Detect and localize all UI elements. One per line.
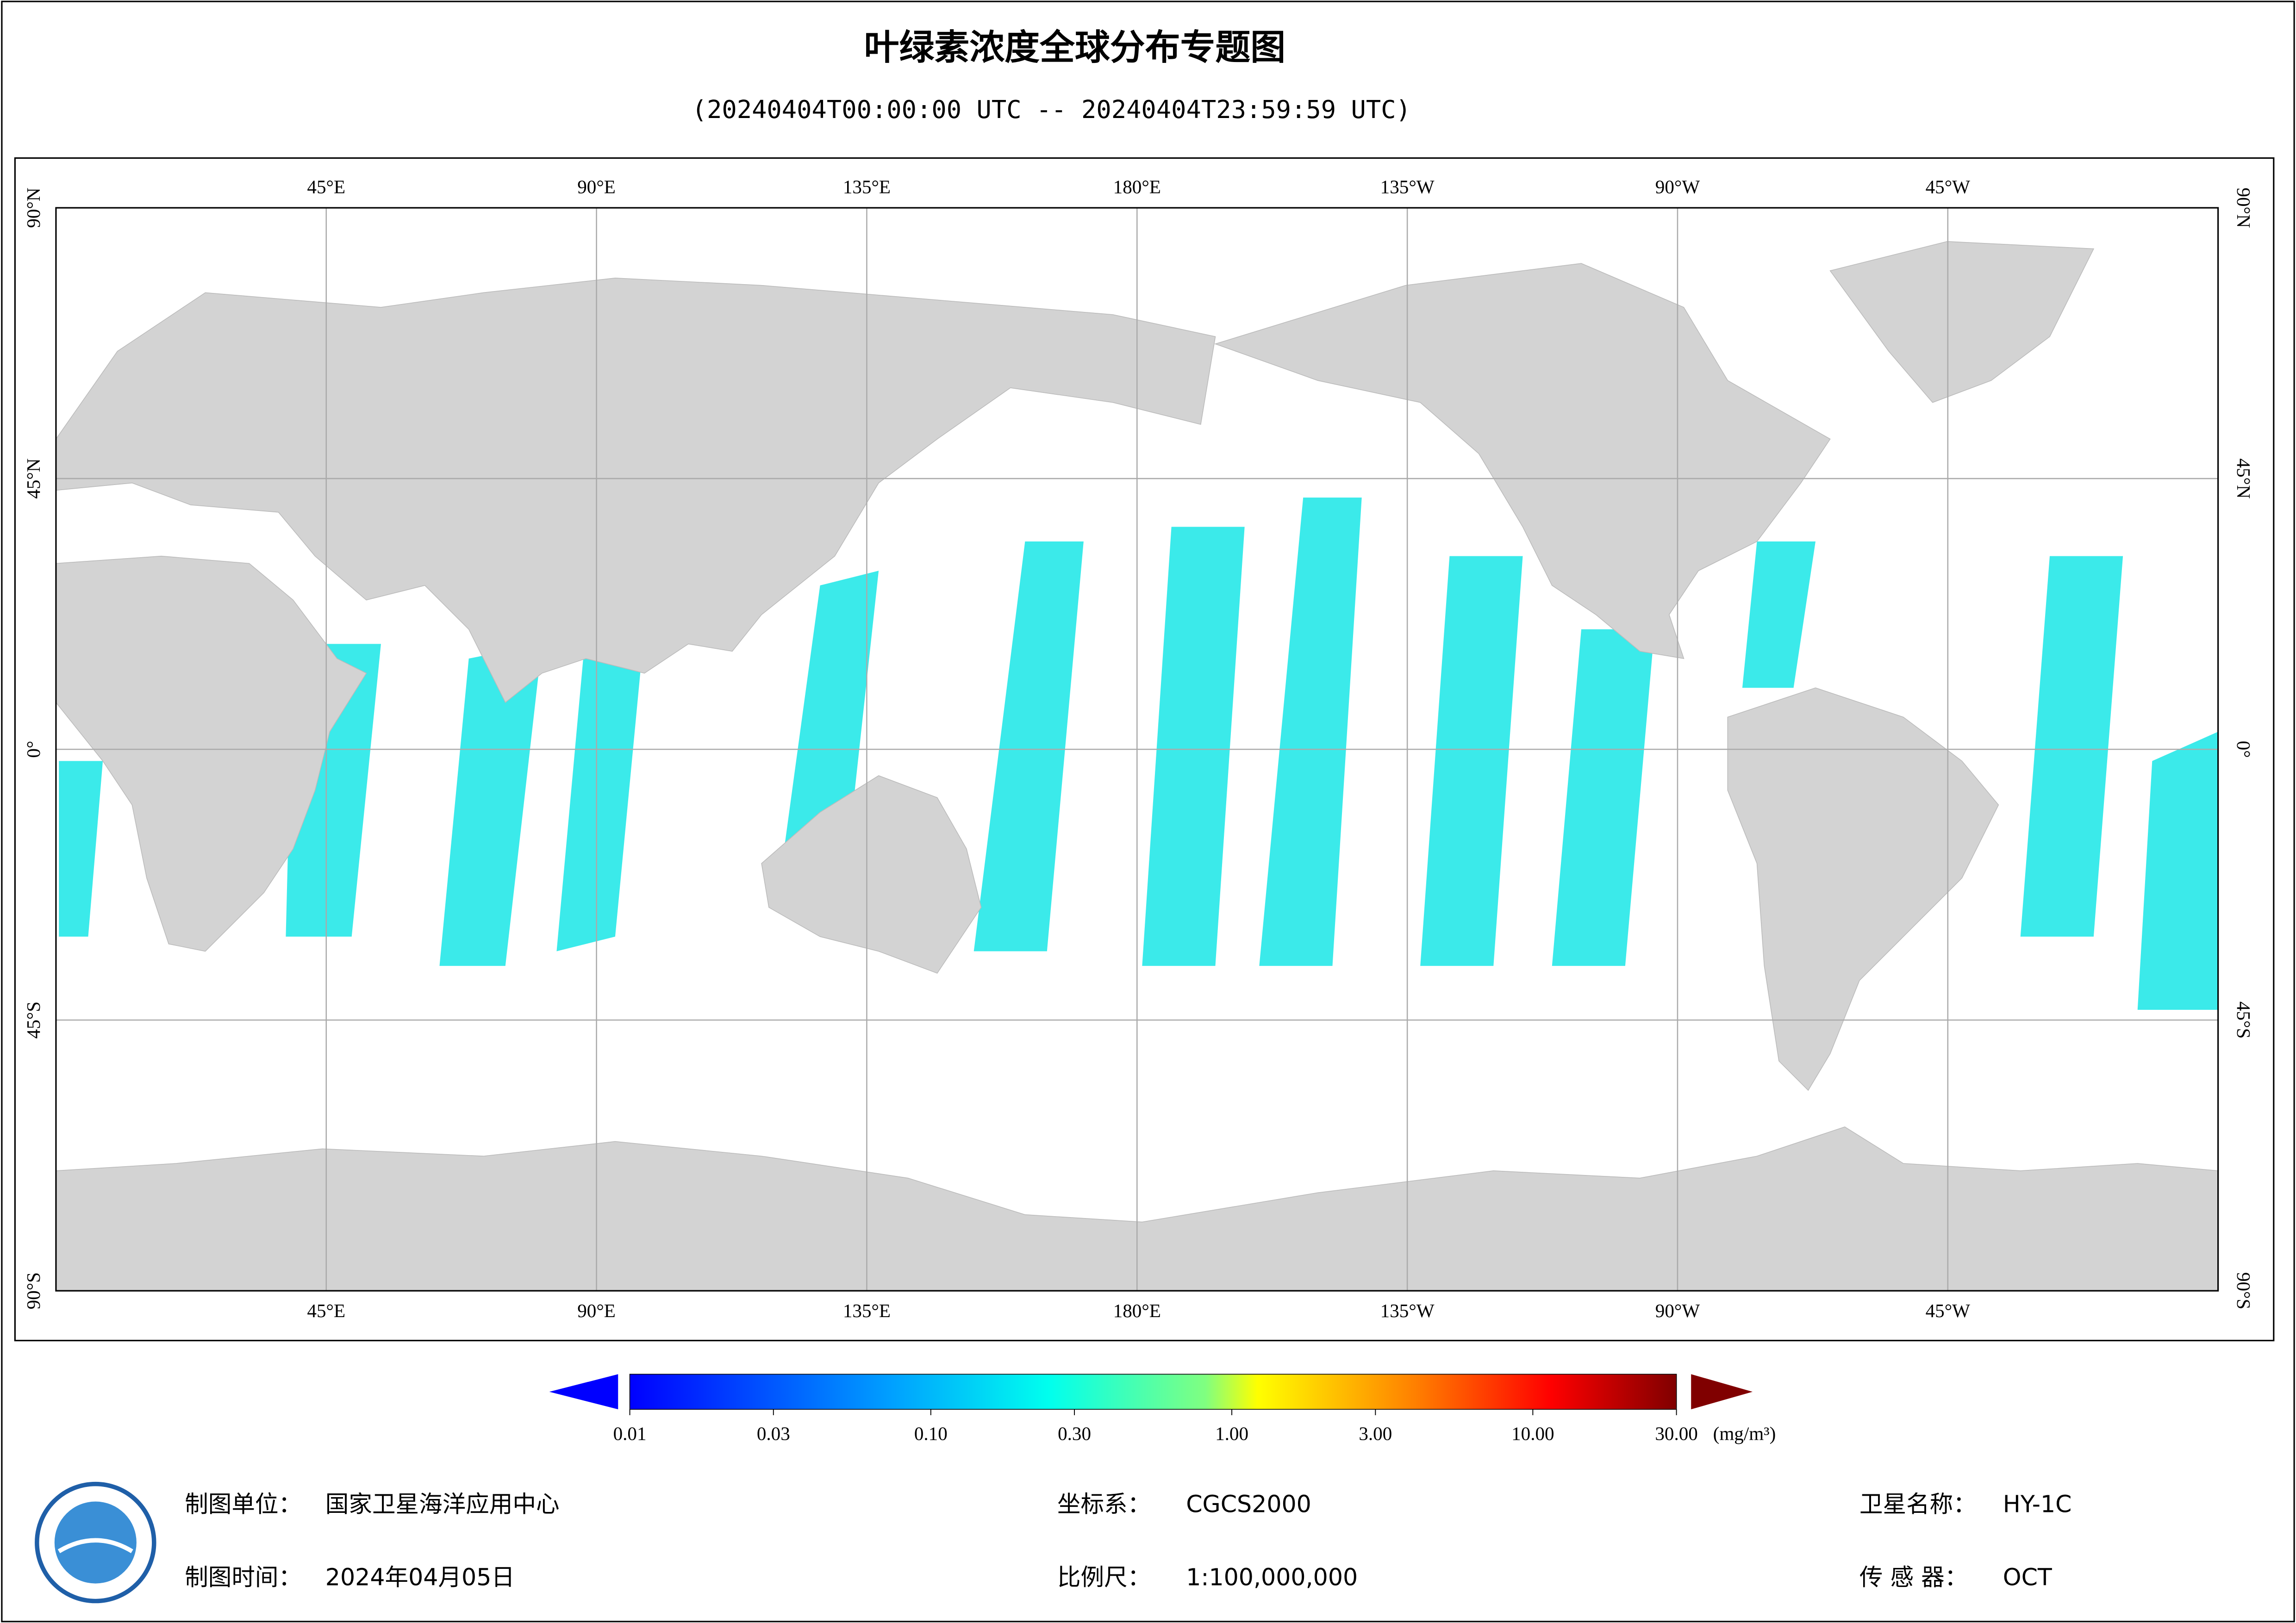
swath — [59, 761, 103, 937]
y-tick-label: 45°N — [2233, 458, 2254, 498]
colorbar-unit: (mg/m³) — [1713, 1423, 1776, 1445]
colorbar-tick-label: 30.00 — [1655, 1423, 1697, 1444]
footer-label: 坐标系： — [1057, 1491, 1151, 1518]
map-frame — [55, 207, 2219, 1292]
australia — [761, 775, 982, 974]
y-tick-label: 45°S — [23, 1001, 44, 1038]
colorbar: (mg/m³) 0.01 0.03 0.10 0.30 1.00 3.00 10.00 30.… — [549, 1374, 1776, 1445]
colorbar-tick-label: 1.00 — [1215, 1423, 1248, 1444]
footer-label: 制图时间： — [185, 1564, 302, 1591]
x-tick-label: 45°W — [1926, 176, 1971, 197]
x-tick-label: 90°W — [1655, 176, 1700, 197]
africa — [56, 555, 367, 952]
map: 45°E 45°E 90°E 90°E 135°E 135°E 180°E 180°E 135°… — [23, 176, 2254, 1321]
colorbar-tick-label: 0.30 — [1058, 1423, 1091, 1444]
swath — [973, 541, 1084, 951]
y-tick-label: 45°S — [2233, 1001, 2254, 1038]
map-frame-outer — [14, 157, 2275, 1342]
y-tick-label: 0° — [23, 741, 44, 758]
x-tick-label: 135°W — [1380, 1300, 1435, 1321]
title: 叶绿素浓度全球分布专题图 — [864, 27, 1286, 68]
colorbar-high-arrow — [1691, 1374, 1753, 1410]
x-tick-label: 90°E — [577, 176, 616, 197]
x-tick-label: 135°W — [1380, 176, 1435, 197]
footer-value: OCT — [2003, 1564, 2053, 1591]
footer-label: 卫星名称： — [1859, 1491, 1977, 1518]
x-tick-label: 180°E — [1113, 1300, 1161, 1321]
greenland — [1829, 241, 2095, 403]
colorbar-tick-label: 3.00 — [1359, 1423, 1392, 1444]
swath — [439, 644, 542, 966]
swath — [2137, 732, 2218, 1010]
footer-value: HY-1C — [2003, 1491, 2072, 1518]
x-tick-label: 45°E — [307, 1300, 345, 1321]
y-tick-label: 45°N — [23, 458, 44, 498]
x-tick-label: 135°E — [843, 1300, 891, 1321]
x-tick-label: 135°E — [843, 176, 891, 197]
colorbar-bar — [629, 1374, 1677, 1410]
eurasia — [56, 278, 1216, 703]
y-tick-label: 90°S — [23, 1272, 44, 1309]
swath — [1552, 629, 1655, 966]
swath — [2020, 556, 2123, 937]
graticule: 45°E 45°E 90°E 90°E 135°E 135°E 180°E 180°E 135°… — [23, 176, 2254, 1321]
swath — [776, 571, 879, 908]
x-tick-label: 90°E — [577, 1300, 616, 1321]
footer-label: 比例尺： — [1057, 1564, 1151, 1591]
footer-label: 传 感 器： — [1859, 1564, 1968, 1591]
chlorophyll-swaths — [59, 497, 2218, 1010]
swath — [1420, 556, 1523, 966]
x-tick-label: 180°E — [1113, 176, 1161, 197]
swath — [556, 629, 645, 951]
swath — [1259, 497, 1362, 966]
swath — [1142, 527, 1245, 966]
x-tick-label: 45°E — [307, 176, 345, 197]
colorbar-tick-label: 0.10 — [914, 1423, 948, 1444]
x-tick-label: 45°W — [1926, 1300, 1971, 1321]
colorbar-tick-label: 10.00 — [1511, 1423, 1554, 1444]
subtitle: (20240404T00:00:00 UTC -- 20240404T23:59… — [692, 95, 1411, 124]
footer-value: 1:100,000,000 — [1186, 1564, 1358, 1591]
y-tick-label: 90°S — [2233, 1272, 2254, 1309]
colorbar-tick-label: 0.03 — [757, 1423, 790, 1444]
footer-value: 2024年04月05日 — [325, 1564, 515, 1591]
colorbar-tick-label: 0.01 — [613, 1423, 647, 1444]
y-tick-label: 90°N — [2233, 187, 2254, 228]
logo-wave — [57, 1538, 133, 1554]
x-tick-label: 90°W — [1655, 1300, 1700, 1321]
footer-label: 制图单位： — [185, 1491, 302, 1518]
footer-value: 国家卫星海洋应用中心 — [325, 1491, 560, 1518]
north-america — [1214, 263, 1831, 659]
south-america — [1727, 687, 1999, 1091]
y-tick-label: 90°N — [23, 187, 44, 228]
footer-value: CGCS2000 — [1186, 1491, 1311, 1518]
swath — [1742, 541, 1816, 688]
logo — [35, 1481, 156, 1604]
y-tick-label: 0° — [2233, 741, 2254, 758]
colorbar-low-arrow — [549, 1374, 618, 1410]
